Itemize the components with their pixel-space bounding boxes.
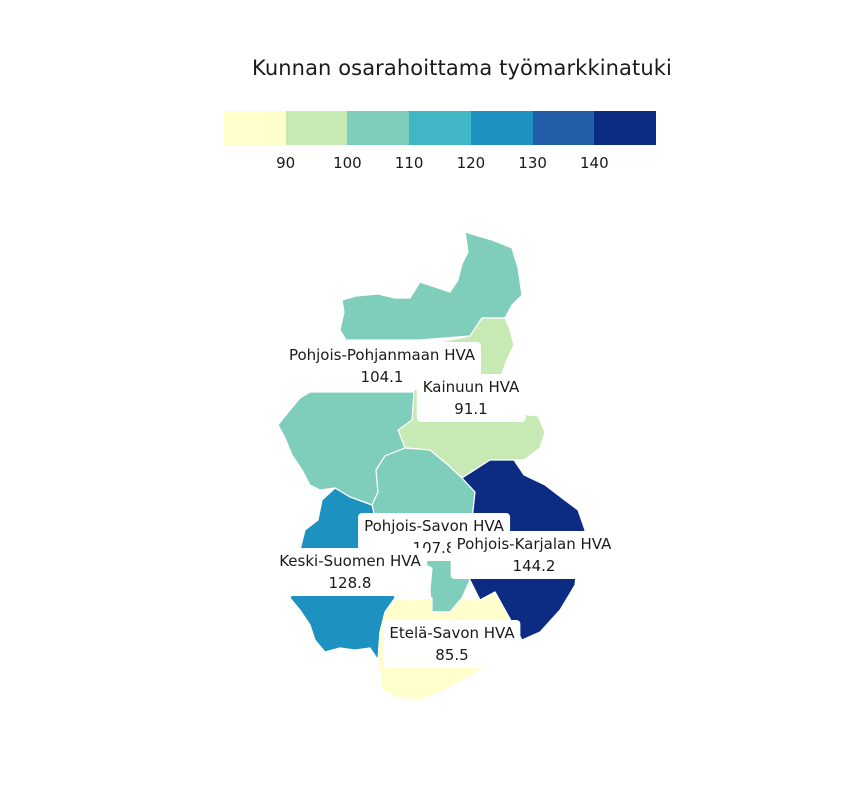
region-value: 144.2 [512,557,556,575]
region-name: Etelä-Savon HVA [389,624,515,642]
legend-ticks: 90 100 110 120 130 140 [224,154,656,174]
label-pohjois-karjala: Pohjois-Karjalan HVA 144.2 [450,531,618,579]
color-legend [224,111,657,145]
legend-tick: 100 [333,154,362,172]
region-name: Pohjois-Pohjanmaan HVA [288,346,476,364]
legend-swatch-6 [532,111,595,145]
region-value: 104.1 [360,368,404,386]
legend-tick: 120 [456,154,486,172]
region-value: 85.5 [435,646,469,664]
region-value: 91.1 [454,400,488,418]
map-title: Kunnan osarahoittama työmarkkinatuki [252,56,672,80]
label-kainuu: Kainuun HVA 91.1 [416,374,526,422]
region-name: Pohjois-Karjalan HVA [456,535,612,553]
legend-tick: 140 [579,154,609,172]
legend-tick: 90 [276,154,296,172]
legend-swatch-4 [409,111,471,145]
legend-tick: 130 [518,154,547,172]
legend-tick: 110 [394,154,424,172]
legend-swatch-3 [347,111,410,145]
region-pohjois-pohjanmaa[interactable] [339,231,523,341]
label-etela-savo: Etelä-Savon HVA 85.5 [383,620,521,668]
legend-swatch-5 [470,111,533,145]
region-name: Pohjois-Savon HVA [364,517,504,535]
legend-swatch-7 [594,111,657,145]
region-name: Keski-Suomen HVA [279,552,421,570]
region-value: 128.8 [328,574,372,592]
legend-swatch-2 [285,111,348,145]
label-keski-suomi: Keski-Suomen HVA 128.8 [273,548,427,596]
legend-swatch-1 [224,111,286,145]
region-name: Kainuun HVA [422,378,520,396]
